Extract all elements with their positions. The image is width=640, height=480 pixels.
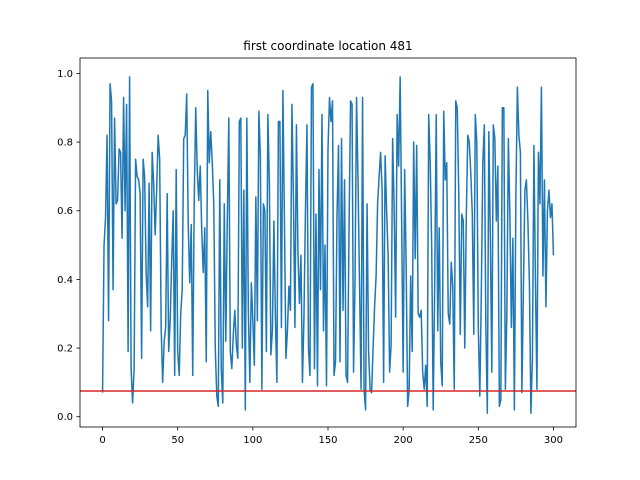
chart-title: first coordinate location 481 — [243, 39, 412, 53]
y-tick-label: 0.6 — [57, 206, 73, 217]
y-tick-label: 0.4 — [57, 275, 73, 286]
y-tick-label: 0.0 — [57, 412, 73, 423]
y-axis: 0.0 0.2 0.4 0.6 0.8 1.0 — [57, 69, 80, 423]
x-tick-label: 150 — [318, 435, 337, 446]
y-tick-label: 0.2 — [57, 344, 73, 355]
x-tick-label: 300 — [544, 435, 563, 446]
x-tick-label: 50 — [171, 435, 184, 446]
x-tick-label: 100 — [243, 435, 262, 446]
plot-area: 0 50 100 150 200 250 300 0.0 0.2 0.4 0.6 0.8 1.0 — [57, 57, 577, 446]
y-tick-label: 1.0 — [57, 69, 73, 80]
series-layer — [101, 76, 555, 415]
x-tick-label: 250 — [469, 435, 488, 446]
x-tick-label: 0 — [99, 435, 105, 446]
series-line-0 — [101, 76, 555, 415]
y-tick-label: 0.8 — [57, 138, 73, 149]
x-axis: 0 50 100 150 200 250 300 — [99, 427, 563, 446]
x-tick-label: 200 — [394, 435, 413, 446]
